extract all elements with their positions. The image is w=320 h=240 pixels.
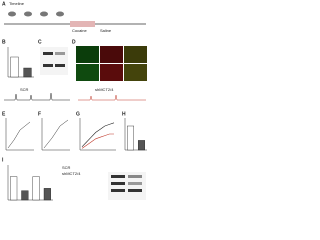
figure: A Timeline Cocaine Saline B C D SCR shMC… [2,1,147,201]
timeline-title: Timeline [9,1,25,6]
axis [79,118,116,151]
plot-e [5,118,34,151]
panel-label: B [2,39,6,45]
panel-label: H [122,111,126,117]
timeline-event: Saline [100,28,112,33]
western-blot [108,172,146,200]
panel-label: A [2,1,6,7]
group-label: shMCT2/4 [95,87,114,92]
line [81,133,114,149]
panel-label: E [2,111,6,117]
group-label: SCR [20,87,29,92]
panel-label: I [2,157,4,163]
trace [78,94,146,101]
legend-label: shMCT2/4 [62,171,81,176]
panel-label: G [76,111,80,117]
bar [137,140,145,151]
legend-label: SCR [62,165,71,170]
bar [21,190,29,201]
timeline-event: Cocaine [72,28,87,33]
bar [10,176,18,201]
bar [23,67,32,78]
plot-f [41,118,70,151]
trace [4,92,70,101]
mice-icons [8,11,64,17]
bar [43,188,51,201]
panel-label: F [38,111,41,117]
line [81,122,115,148]
panel-label: C [38,39,42,45]
timeline-phase [70,21,95,27]
bar [32,176,40,201]
bar [126,125,134,151]
western-blot [40,47,68,75]
panel-label: D [72,39,76,45]
bar [10,56,19,78]
fluorescence-images [76,46,147,81]
